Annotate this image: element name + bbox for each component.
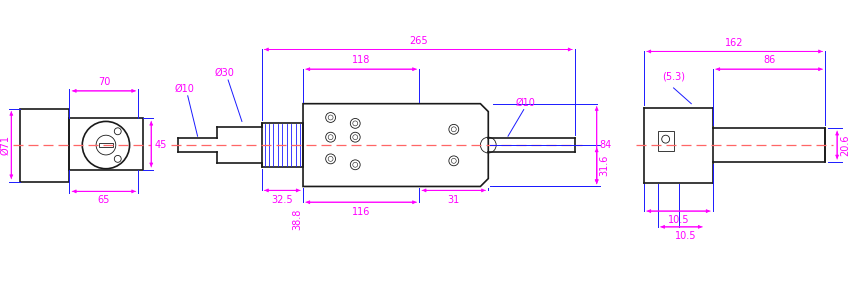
Text: Ø10: Ø10: [516, 98, 536, 108]
Text: 32.5: 32.5: [271, 195, 293, 205]
Bar: [99, 143, 113, 147]
Text: 10.5: 10.5: [668, 215, 689, 225]
Bar: [70, 118, 144, 170]
Text: Ø30: Ø30: [214, 68, 234, 78]
Text: 86: 86: [763, 55, 775, 65]
Text: 10.5: 10.5: [675, 231, 696, 241]
Text: 70: 70: [98, 77, 110, 87]
Bar: [262, 123, 303, 167]
Text: 38.8: 38.8: [292, 208, 302, 230]
Text: Ø71: Ø71: [0, 135, 10, 155]
Bar: [713, 128, 825, 162]
Text: 65: 65: [98, 195, 110, 205]
Bar: [20, 109, 70, 182]
Text: (5.3): (5.3): [662, 71, 685, 81]
Text: Ø10: Ø10: [175, 84, 195, 94]
Text: 265: 265: [409, 35, 428, 46]
Text: 45: 45: [154, 140, 167, 150]
Bar: [658, 131, 673, 151]
Text: 118: 118: [352, 55, 371, 65]
Text: 31.6: 31.6: [599, 155, 609, 176]
Text: 116: 116: [352, 207, 371, 217]
Text: 84: 84: [599, 140, 612, 150]
Text: 20.6: 20.6: [840, 134, 850, 156]
Text: 162: 162: [725, 38, 744, 47]
Text: 31: 31: [448, 195, 460, 205]
